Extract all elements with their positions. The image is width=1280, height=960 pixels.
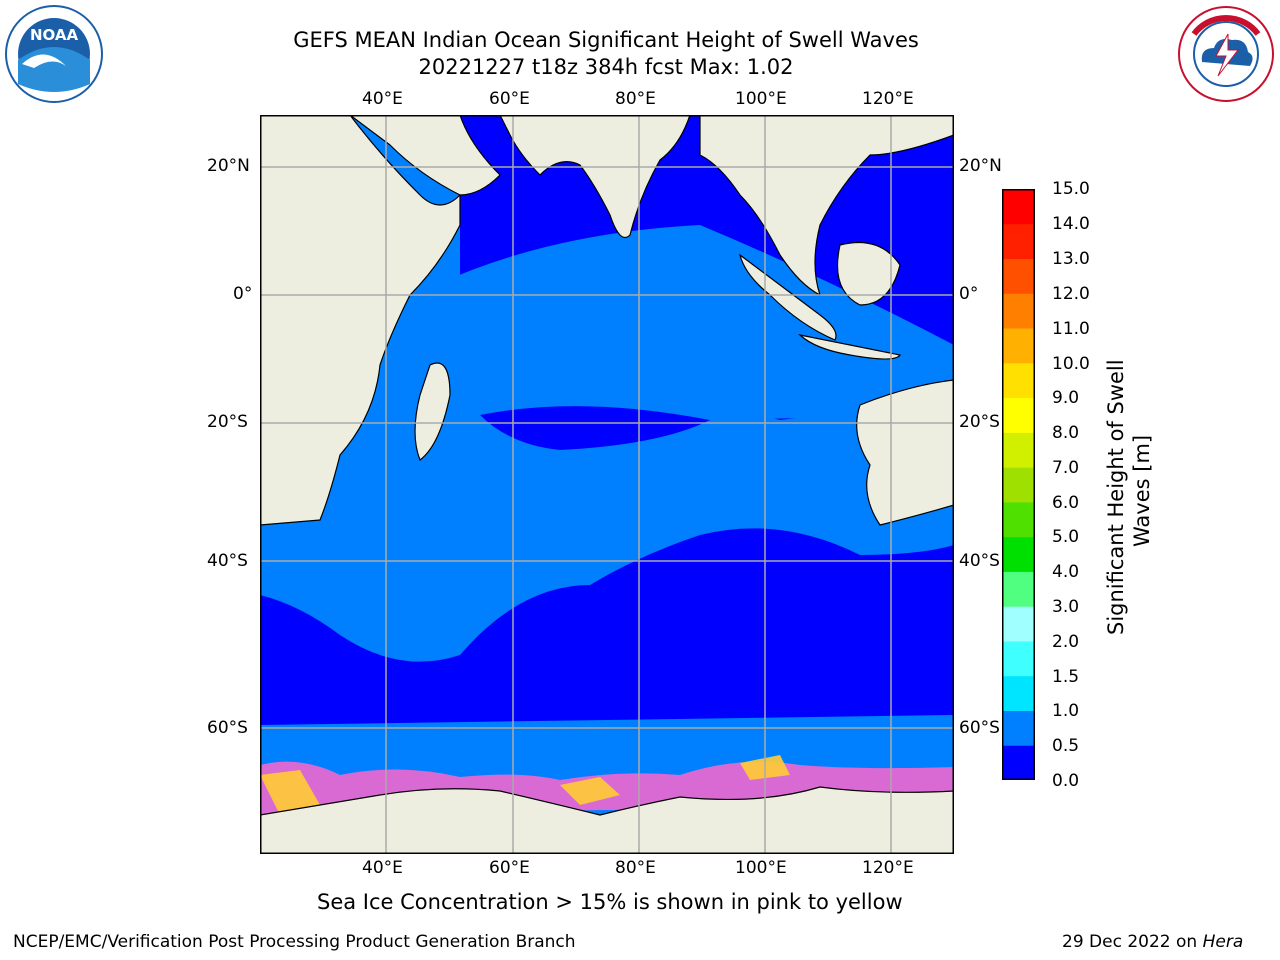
colorbar-segment [1002, 536, 1035, 572]
map-subtitle: 20221227 t18z 384h fcst Max: 1.02 [418, 55, 794, 79]
land-antarctica [259, 786, 955, 855]
low-swell-southern [260, 528, 954, 765]
colorbar-tick-12.0: 12.0 [1052, 284, 1090, 304]
lat-tick-left-60S: 60°S [207, 718, 248, 738]
lat-tick-right-40S: 40°S [959, 551, 1000, 571]
colorbar-tick-1.5: 1.5 [1052, 667, 1080, 687]
lat-tick-right-20S: 20°S [959, 412, 1000, 432]
graticule [260, 115, 954, 854]
mid-swell-south-band [260, 715, 954, 775]
colorbar-tick-2.0: 2.0 [1052, 632, 1080, 652]
lon-tick-bottom-40E: 40°E [362, 858, 403, 878]
lon-tick-top-80E: 80°E [615, 89, 656, 109]
colorbar-segment [1002, 606, 1035, 642]
colorbar-label-line2: Waves [m] [1130, 435, 1154, 547]
map-panel [259, 114, 955, 855]
footer-left: NCEP/EMC/Verification Post Processing Pr… [13, 932, 576, 952]
colorbar-segment [1002, 710, 1035, 746]
colorbar-tick-9.0: 9.0 [1052, 388, 1080, 408]
lat-tick-right-60S: 60°S [959, 718, 1000, 738]
lat-tick-right-20N: 20°N [959, 156, 1002, 176]
footer-host: Hera [1202, 932, 1244, 952]
lat-tick-right-0: 0° [959, 284, 979, 304]
colorbar-segment [1002, 362, 1035, 399]
colorbar-segment [1002, 258, 1035, 294]
colorbar-tick-11.0: 11.0 [1052, 319, 1090, 339]
colorbar-tick-5.0: 5.0 [1052, 527, 1080, 547]
noaa-logo: NOAA [4, 4, 104, 104]
colorbar-tick-0.5: 0.5 [1052, 736, 1080, 756]
land-southeast-asia [699, 114, 955, 297]
colorbar-tick-13.0: 13.0 [1052, 249, 1090, 269]
colorbar-tick-6.0: 6.0 [1052, 493, 1080, 513]
land-india [499, 114, 691, 239]
map-title: GEFS MEAN Indian Ocean Significant Heigh… [293, 28, 919, 52]
land-madagascar [414, 362, 451, 461]
footer-date: 29 Dec 2022 on [1062, 932, 1203, 952]
colorbar-segment [1002, 432, 1035, 468]
lat-tick-left-40S: 40°S [207, 551, 248, 571]
colorbar-segment [1002, 745, 1035, 781]
lon-tick-bottom-120E: 120°E [862, 858, 914, 878]
sea-ice-caption: Sea Ice Concentration > 15% is shown in … [317, 890, 903, 914]
colorbar-label-container: Significant Height of Swell Waves [m] [1098, 190, 1168, 780]
colorbar-frame [1002, 189, 1035, 780]
lon-tick-bottom-100E: 100°E [735, 858, 787, 878]
colorbar-tick-0.0: 0.0 [1052, 771, 1080, 791]
colorbar-segment [1002, 328, 1035, 364]
colorbar-segment [1002, 397, 1035, 433]
lon-tick-bottom-80E: 80°E [615, 858, 656, 878]
lat-tick-left-0: 0° [233, 284, 253, 304]
colorbar-tick-8.0: 8.0 [1052, 423, 1080, 443]
lon-tick-bottom-60E: 60°E [489, 858, 530, 878]
colorbar-tick-7.0: 7.0 [1052, 458, 1080, 478]
colorbar-segment [1002, 501, 1035, 538]
land-australia [856, 379, 955, 526]
colorbar [1002, 189, 1035, 781]
colorbar-segment [1002, 293, 1035, 329]
low-swell-central-band [480, 406, 710, 450]
colorbar-tick-4.0: 4.0 [1052, 562, 1080, 582]
colorbar-segment [1002, 640, 1035, 677]
colorbar-segment [1002, 675, 1035, 711]
map-frame [260, 115, 954, 854]
colorbar-segment [1002, 467, 1035, 503]
colorbar-tick-1.0: 1.0 [1052, 701, 1080, 721]
lon-tick-top-40E: 40°E [362, 89, 403, 109]
land-sumatra [739, 253, 837, 341]
lon-tick-top-100E: 100°E [735, 89, 787, 109]
colorbar-segment [1002, 223, 1035, 260]
colorbar-tick-14.0: 14.0 [1052, 214, 1090, 234]
land-java [798, 333, 901, 360]
colorbar-segment [1002, 189, 1035, 225]
colorbar-segment [1002, 571, 1035, 607]
colorbar-tick-3.0: 3.0 [1052, 597, 1080, 617]
colorbar-label-line1: Significant Height of Swell [1104, 359, 1128, 635]
lat-tick-left-20N: 20°N [207, 156, 250, 176]
colorbar-tick-10.0: 10.0 [1052, 354, 1090, 374]
lat-tick-left-20S: 20°S [207, 412, 248, 432]
lon-tick-top-60E: 60°E [489, 89, 530, 109]
colorbar-tick-15.0: 15.0 [1052, 179, 1090, 199]
nws-logo [1176, 4, 1276, 104]
lon-tick-top-120E: 120°E [862, 89, 914, 109]
footer-right: 29 Dec 2022 on Hera [1062, 932, 1243, 952]
noaa-logo-text: NOAA [30, 26, 79, 44]
